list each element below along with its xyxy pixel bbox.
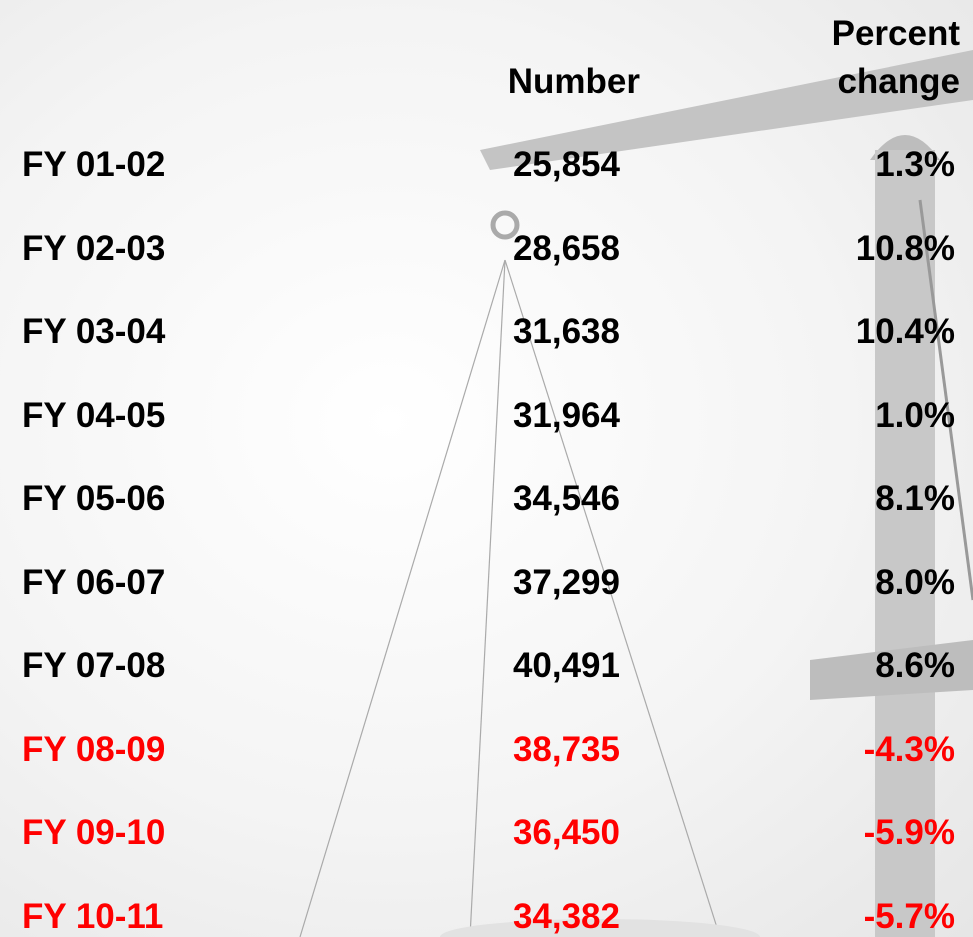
scale-hook — [490, 210, 520, 240]
row-percent-change: 10.4% — [855, 312, 955, 351]
scale-base — [810, 640, 973, 700]
row-number: 36,450 — [512, 813, 620, 852]
scale-string — [918, 199, 973, 601]
scale-beam — [480, 50, 973, 170]
row-number: 37,299 — [512, 562, 620, 602]
row-percent-change: -4.3% — [863, 729, 955, 769]
row-number: 31,638 — [512, 312, 620, 351]
row-label: FY 10-11 — [22, 896, 164, 936]
row-number: 31,964 — [512, 395, 620, 435]
row-percent-change: -5.7% — [863, 896, 955, 936]
row-label: FY 08-09 — [22, 729, 166, 769]
scale-pan — [440, 919, 760, 937]
row-label: FY 01-02 — [22, 145, 166, 184]
row-number: 34,546 — [512, 479, 620, 518]
row-percent-change: 1.0% — [875, 395, 955, 435]
row-number: 34,382 — [512, 896, 620, 936]
row-percent-change: 8.0% — [875, 562, 955, 602]
row-percent-change: -5.9% — [863, 813, 955, 852]
scale-string — [504, 259, 721, 937]
row-number: 38,735 — [512, 729, 620, 769]
row-percent-change: 8.1% — [875, 479, 955, 518]
row-label: FY 03-04 — [22, 312, 166, 351]
header-number: Number — [507, 62, 640, 101]
row-label: FY 05-06 — [22, 479, 166, 518]
row-number: 28,658 — [512, 228, 620, 268]
row-label: FY 09-10 — [22, 813, 166, 852]
row-label: FY 07-08 — [22, 646, 166, 685]
scale-string — [469, 259, 506, 937]
row-percent-change: 1.3% — [875, 145, 955, 184]
row-number: 25,854 — [512, 145, 620, 184]
header-percent-change: Percent change — [831, 14, 960, 101]
row-number: 40,491 — [512, 646, 620, 685]
row-label: FY 04-05 — [22, 395, 166, 435]
row-percent-change: 10.8% — [855, 228, 955, 268]
row-label: FY 02-03 — [22, 228, 166, 268]
row-label: FY 06-07 — [22, 562, 166, 602]
scale-string — [299, 259, 506, 937]
scale-post — [875, 150, 935, 937]
row-percent-change: 8.6% — [875, 646, 955, 685]
